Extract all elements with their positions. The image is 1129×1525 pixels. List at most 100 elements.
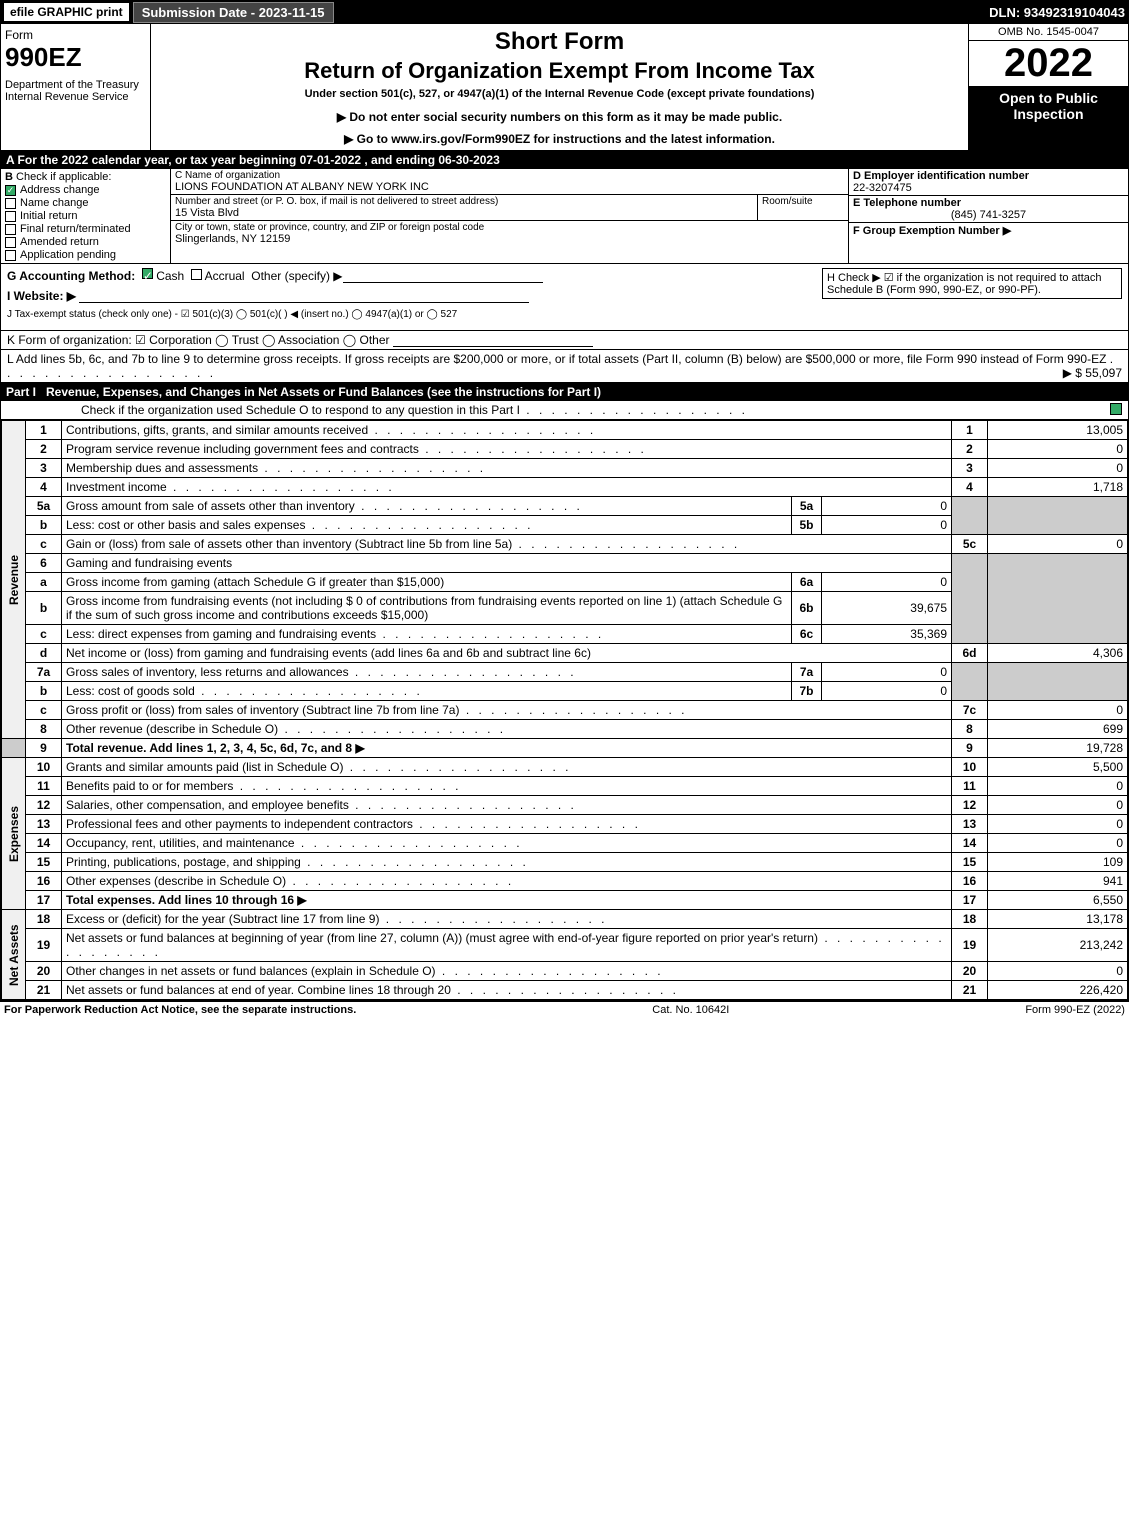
efile-print-button[interactable]: efile GRAPHIC print [4, 3, 129, 21]
label-application-pending: Application pending [20, 249, 116, 261]
rv-10: 5,500 [988, 758, 1128, 777]
checkbox-address-change[interactable]: ✓ [5, 185, 16, 196]
desc-13: Professional fees and other payments to … [66, 817, 413, 831]
form-title-block: Short Form Return of Organization Exempt… [151, 24, 968, 150]
dln-label: DLN: 93492319104043 [989, 5, 1125, 20]
line-11: 11 Benefits paid to or for members 11 0 [2, 777, 1128, 796]
rv-2: 0 [988, 440, 1128, 459]
ln-20: 20 [26, 962, 62, 981]
line-18: Net Assets 18 Excess or (deficit) for th… [2, 910, 1128, 929]
line-2: 2 Program service revenue including gove… [2, 440, 1128, 459]
checkbox-final-return[interactable] [5, 224, 16, 235]
rv-7c: 0 [988, 701, 1128, 720]
side-blank-9 [2, 739, 26, 758]
org-city: Slingerlands, NY 12159 [175, 233, 844, 245]
ln-3: 3 [26, 459, 62, 478]
line-12: 12 Salaries, other compensation, and emp… [2, 796, 1128, 815]
ln-6b: b [26, 592, 62, 625]
d-label: D Employer identification number [853, 170, 1029, 182]
department-label: Department of the Treasury Internal Reve… [5, 79, 146, 103]
desc-1: Contributions, gifts, grants, and simila… [66, 423, 368, 437]
g-other-field[interactable] [343, 269, 543, 283]
rn-13: 13 [952, 815, 988, 834]
row-a-tax-year: A For the 2022 calendar year, or tax yea… [0, 151, 1129, 169]
rn-19: 19 [952, 929, 988, 962]
label-final-return: Final return/terminated [20, 223, 131, 235]
open-to-public: Open to Public Inspection [969, 86, 1128, 150]
c-room-label: Room/suite [762, 196, 844, 207]
label-initial-return: Initial return [20, 210, 77, 222]
line-16: 16 Other expenses (describe in Schedule … [2, 872, 1128, 891]
line-5a: 5a Gross amount from sale of assets othe… [2, 497, 1128, 516]
ln-5c: c [26, 535, 62, 554]
shade-7 [952, 663, 988, 701]
shade-5 [952, 497, 988, 535]
rv-9: 19,728 [988, 739, 1128, 758]
rn-9: 9 [952, 739, 988, 758]
part1-sub-text: Check if the organization used Schedule … [81, 403, 520, 417]
line-7c: c Gross profit or (loss) from sales of i… [2, 701, 1128, 720]
desc-18: Excess or (deficit) for the year (Subtra… [66, 912, 379, 926]
checkbox-cash[interactable]: ✓ [142, 268, 153, 279]
ln-5b: b [26, 516, 62, 535]
desc-3: Membership dues and assessments [66, 461, 258, 475]
return-title: Return of Organization Exempt From Incom… [159, 58, 960, 84]
website-field[interactable] [79, 289, 529, 303]
desc-16: Other expenses (describe in Schedule O) [66, 874, 286, 888]
checkbox-accrual[interactable] [191, 269, 202, 280]
form-header: Form 990EZ Department of the Treasury In… [0, 24, 1129, 151]
ln-21: 21 [26, 981, 62, 1000]
ln-19: 19 [26, 929, 62, 962]
rv-21: 226,420 [988, 981, 1128, 1000]
rn-2: 2 [952, 440, 988, 459]
rn-1: 1 [952, 421, 988, 440]
desc-14: Occupancy, rent, utilities, and maintena… [66, 836, 295, 850]
sv-7a: 0 [822, 663, 952, 682]
rn-18: 18 [952, 910, 988, 929]
side-revenue: Revenue [2, 421, 26, 739]
rv-13: 0 [988, 815, 1128, 834]
g-cash: Cash [156, 269, 184, 283]
checkbox-amended-return[interactable] [5, 237, 16, 248]
line-21: 21 Net assets or fund balances at end of… [2, 981, 1128, 1000]
checkbox-schedule-o[interactable] [1110, 403, 1122, 415]
ln-1: 1 [26, 421, 62, 440]
desc-5c: Gain or (loss) from sale of assets other… [66, 537, 512, 551]
ln-12: 12 [26, 796, 62, 815]
tax-year: 2022 [969, 41, 1128, 86]
checkbox-application-pending[interactable] [5, 250, 16, 261]
short-form-title: Short Form [159, 28, 960, 56]
section-def: D Employer identification number 22-3207… [848, 169, 1128, 263]
c-name-label: C Name of organization [175, 170, 844, 181]
rv-20: 0 [988, 962, 1128, 981]
topbar: efile GRAPHIC print Submission Date - 20… [0, 0, 1129, 24]
rn-7c: 7c [952, 701, 988, 720]
label-address-change: Address change [20, 184, 100, 196]
goto-link[interactable]: ▶ Go to www.irs.gov/Form990EZ for instru… [159, 132, 960, 146]
submission-date-button[interactable]: Submission Date - 2023-11-15 [133, 2, 334, 23]
desc-11: Benefits paid to or for members [66, 779, 233, 793]
g-accrual: Accrual [205, 269, 245, 283]
rn-8: 8 [952, 720, 988, 739]
section-bcdef: B Check if applicable: ✓Address change N… [0, 169, 1129, 264]
label-name-change: Name change [20, 197, 89, 209]
line-10: Expenses 10 Grants and similar amounts p… [2, 758, 1128, 777]
desc-7a: Gross sales of inventory, less returns a… [66, 665, 349, 679]
checkbox-name-change[interactable] [5, 198, 16, 209]
sn-6c: 6c [792, 625, 822, 644]
line-8: 8 Other revenue (describe in Schedule O)… [2, 720, 1128, 739]
ln-10: 10 [26, 758, 62, 777]
line-17: 17 Total expenses. Add lines 10 through … [2, 891, 1128, 910]
rv-18: 13,178 [988, 910, 1128, 929]
ln-6d: d [26, 644, 62, 663]
ln-17: 17 [26, 891, 62, 910]
org-street: 15 Vista Blvd [175, 207, 753, 219]
checkbox-initial-return[interactable] [5, 211, 16, 222]
k-other-field[interactable] [393, 333, 593, 347]
sv-5b: 0 [822, 516, 952, 535]
side-expenses: Expenses [2, 758, 26, 910]
rn-20: 20 [952, 962, 988, 981]
topbar-left: efile GRAPHIC print Submission Date - 20… [4, 2, 334, 23]
footer-right: Form 990-EZ (2022) [1025, 1004, 1125, 1016]
footer-left: For Paperwork Reduction Act Notice, see … [4, 1004, 356, 1016]
